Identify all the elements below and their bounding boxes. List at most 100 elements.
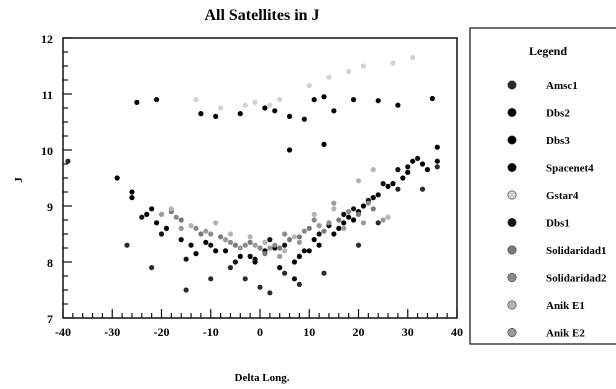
legend-marker-dbs1	[507, 218, 517, 228]
point-dbs1	[267, 237, 273, 243]
point-dbs1	[208, 242, 214, 248]
point-dbs3	[277, 265, 283, 271]
point-amsc1	[149, 265, 155, 271]
point-dbs3	[434, 158, 440, 164]
point-amsc1	[321, 270, 327, 276]
point-dbs3	[144, 211, 150, 217]
point-dbs1	[282, 242, 288, 248]
point-anik-e1	[247, 234, 253, 240]
point-anik-e2	[158, 211, 165, 217]
point-solidaridad1	[198, 231, 204, 237]
point-dbs1	[380, 181, 386, 187]
point-solidaridad2	[365, 200, 371, 206]
legend-label-anik-e2: Anik E2	[546, 328, 585, 340]
legend-title: Legend	[529, 44, 567, 58]
point-solidaridad1	[277, 245, 283, 251]
legend-label-dbs1: Dbs1	[546, 218, 570, 230]
point-amsc1	[257, 284, 263, 290]
y-tick-label: 9	[47, 200, 53, 214]
point-dbs1	[252, 256, 258, 262]
point-spacenet4	[193, 251, 199, 257]
point-solidaridad2	[208, 231, 214, 237]
y-axis: 7 8 9 10 11 12	[41, 32, 72, 326]
point-dbs3	[419, 161, 426, 167]
y-tick-label: 10	[41, 144, 53, 158]
x-tick-label: 10	[303, 325, 315, 339]
point-dbs1	[415, 155, 421, 161]
point-dbs3	[114, 175, 120, 181]
point-anik-e2	[360, 220, 367, 226]
point-dbs1	[301, 248, 307, 254]
point-dbs3	[336, 225, 342, 231]
point-dbs1	[395, 167, 401, 173]
point-anik-e1	[385, 214, 391, 220]
point-solidaridad2	[272, 242, 278, 248]
legend-items: Amsc1 Dbs2 Dbs3 Spacenet4 Gstar4 Dbs1 Solidari…	[507, 80, 607, 340]
point-anik-e2	[380, 217, 386, 223]
point-dbs3	[213, 248, 219, 254]
x-tick-label: -40	[55, 325, 71, 339]
legend-marker-anik-e1	[507, 300, 517, 310]
point-gstar4	[252, 99, 258, 105]
point-spacenet4	[341, 220, 347, 226]
point-anik-e1	[291, 234, 298, 240]
point-gstar4	[193, 97, 199, 103]
point-spacenet4	[222, 248, 229, 254]
point-solidaridad2	[311, 217, 317, 223]
point-solidaridad1	[306, 225, 312, 231]
legend-marker-spacenet4	[507, 163, 517, 173]
point-anik-e2	[237, 245, 243, 251]
x-tick-label: 20	[353, 325, 365, 339]
x-tick-label: 40	[451, 325, 463, 339]
data-points	[65, 55, 440, 296]
legend-label-dbs3: Dbs3	[546, 135, 570, 147]
legend-marker-dbs3	[507, 135, 517, 145]
point-gstar4	[326, 74, 332, 80]
point-solidaridad1	[296, 234, 302, 240]
y-axis-label: J	[13, 177, 25, 183]
point-spacenet4	[149, 206, 155, 212]
point-amsc1	[419, 186, 426, 192]
legend-label-spacenet4: Spacenet4	[546, 163, 594, 175]
point-dbs2	[395, 102, 401, 108]
point-dbs2	[331, 108, 337, 114]
point-gstar4	[346, 69, 352, 75]
point-solidaridad2	[173, 214, 179, 220]
legend-marker-solidaridad1	[507, 245, 517, 255]
point-spacenet4	[247, 253, 253, 259]
point-dbs3	[405, 169, 411, 175]
point-anik-e1	[355, 178, 362, 184]
point-anik-e2	[178, 225, 184, 231]
point-solidaridad1	[370, 206, 376, 212]
x-tick-label: 30	[402, 325, 414, 339]
point-anik-e1	[282, 248, 288, 254]
point-solidaridad2	[301, 228, 307, 234]
point-spacenet4	[434, 144, 440, 150]
x-tick-label: -30	[104, 325, 120, 339]
point-amsc1	[282, 270, 288, 276]
legend-marker-solidaridad2	[507, 272, 517, 282]
point-dbs3	[390, 181, 396, 187]
point-dbs3	[237, 253, 243, 259]
point-dbs3	[375, 192, 381, 198]
point-gstar4	[390, 60, 396, 66]
point-solidaridad2	[257, 245, 263, 251]
x-axis-label: Delta Long.	[235, 372, 290, 384]
point-anik-e1	[262, 239, 268, 245]
point-amsc1	[242, 276, 248, 282]
point-solidaridad2	[326, 220, 332, 226]
legend-label-dbs2: Dbs2	[546, 108, 570, 120]
point-anik-e1	[168, 206, 174, 212]
point-anik-e1	[213, 220, 219, 226]
x-tick-label: 0	[257, 325, 263, 339]
point-dbs2	[350, 97, 357, 103]
y-tick-label: 7	[47, 312, 53, 326]
point-dbs3	[316, 242, 322, 248]
point-dbs1	[291, 276, 298, 282]
point-anik-e1	[331, 206, 337, 212]
legend-marker-dbs2	[507, 108, 517, 118]
point-solidaridad2	[193, 225, 199, 231]
point-amsc1	[65, 158, 71, 164]
point-amsc1	[296, 281, 302, 287]
